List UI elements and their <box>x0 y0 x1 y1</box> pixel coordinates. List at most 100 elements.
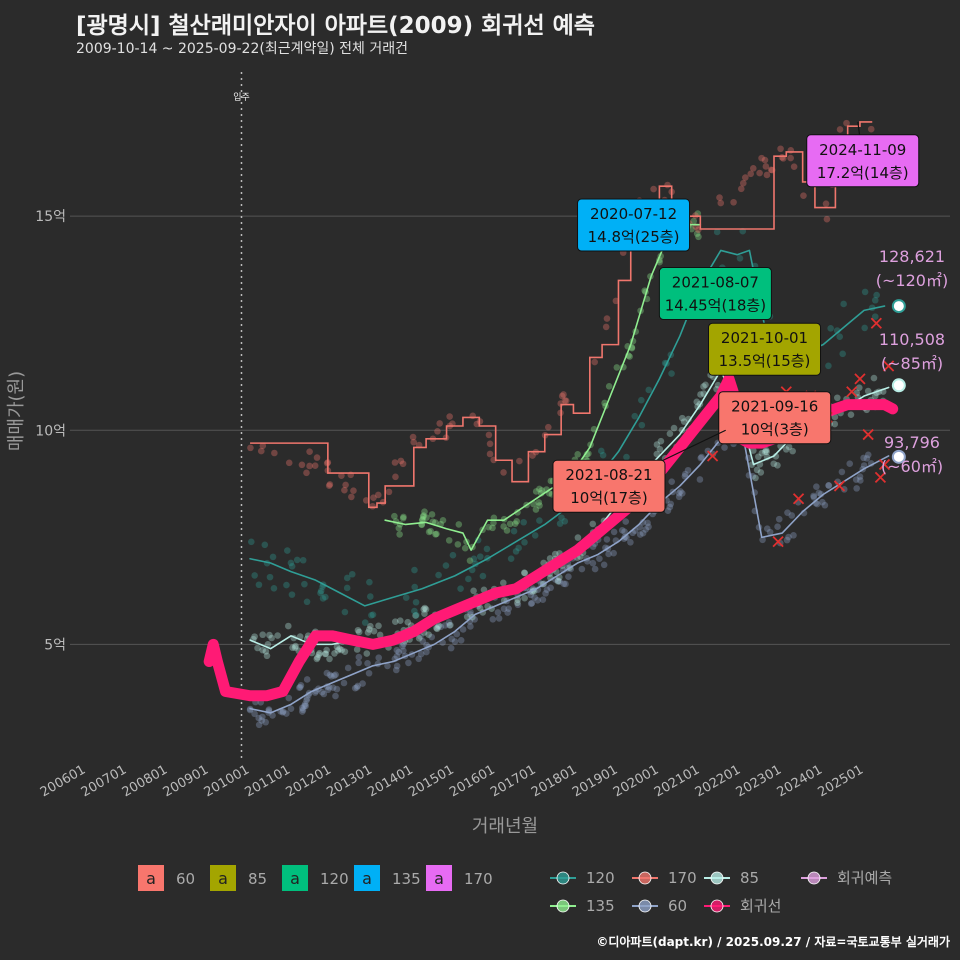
scatter-point <box>395 648 403 656</box>
scatter-point <box>605 383 613 390</box>
forecast-point <box>891 449 906 464</box>
scatter-point <box>761 448 769 455</box>
scatter-point <box>354 626 362 634</box>
scatter-point <box>527 591 535 599</box>
scatter-point <box>421 508 428 515</box>
scatter-point <box>503 527 511 534</box>
scatter-point <box>303 469 310 477</box>
scatter-point <box>834 394 841 402</box>
scatter-point <box>698 453 705 461</box>
scatter-point <box>810 492 817 500</box>
scatter-point <box>536 517 543 524</box>
scatter-point <box>642 526 650 533</box>
scatter-point <box>536 502 543 509</box>
annotation-layer: 2024-11-09 17.2억(14층) 2020-07-12 14.8억(25층)… <box>552 121 920 513</box>
annotation-price: 14.45억(18층) <box>665 297 766 315</box>
scatter-point <box>511 520 519 527</box>
legend-box-label: 135 <box>392 870 421 888</box>
scatter-point <box>336 645 343 653</box>
scatter-point <box>693 398 701 406</box>
scatter-point <box>447 621 454 629</box>
scatter-point <box>500 579 507 587</box>
scatter-point <box>399 514 407 522</box>
scatter-point <box>259 442 267 450</box>
scatter-point <box>299 708 306 715</box>
scatter-point <box>853 485 860 492</box>
scatter-point <box>871 392 879 400</box>
scatter-point <box>774 523 781 531</box>
scatter-point <box>433 624 440 632</box>
scatter-point <box>316 649 323 657</box>
scatter-point <box>555 577 562 585</box>
legend-line-dot <box>556 899 570 913</box>
scatter-point <box>365 669 373 677</box>
scatter-point <box>515 544 522 552</box>
scatter-point <box>785 533 792 541</box>
scatter-point <box>855 384 863 391</box>
scatter-point <box>254 644 261 652</box>
scatter-point <box>348 493 355 501</box>
scatter-point <box>459 626 467 633</box>
scatter-point <box>485 523 492 531</box>
scatter-point <box>446 413 453 420</box>
scatter-point <box>825 362 832 370</box>
scatter-point <box>770 460 778 468</box>
scatter-point <box>255 581 263 589</box>
scatter-point <box>514 599 521 607</box>
scatter-point <box>311 462 319 469</box>
scatter-point <box>677 488 684 495</box>
scatter-point <box>434 427 441 435</box>
scatter-point <box>375 622 382 630</box>
scatter-point <box>284 547 291 554</box>
scatter-point <box>413 611 420 619</box>
scatter-point <box>322 650 330 657</box>
x-mark <box>792 493 805 505</box>
scatter-point <box>369 611 377 618</box>
scatter-point <box>561 518 569 525</box>
scatter-point <box>753 466 761 474</box>
scatter-point <box>315 651 323 658</box>
scatter-point <box>385 488 393 496</box>
scatter-point <box>567 565 575 573</box>
scatter-point <box>328 673 335 680</box>
scatter-point <box>393 652 401 660</box>
x-tick-label: 200801 <box>120 762 170 800</box>
scatter-point <box>455 521 463 528</box>
forecast-point <box>891 299 906 314</box>
scatter-point <box>583 450 591 458</box>
scatter-point <box>457 637 465 644</box>
scatter-point <box>269 553 277 561</box>
scatter-point <box>410 438 417 446</box>
scatter-point <box>259 713 266 721</box>
scatter-point <box>514 601 522 609</box>
annotation-price: 13.5억(15층) <box>719 352 811 370</box>
scatter-point <box>825 482 832 489</box>
scatter-point <box>348 570 356 578</box>
scatter-point <box>303 598 311 606</box>
scatter-point <box>742 174 749 181</box>
legend-line-label: 120 <box>586 869 615 887</box>
scatter-point <box>785 443 793 451</box>
scatter-point <box>422 605 430 613</box>
scatter-point <box>513 517 521 525</box>
series-line-60 <box>249 425 890 714</box>
scatter-point <box>838 468 846 476</box>
x-mark <box>854 373 866 385</box>
scatter-point <box>261 541 269 549</box>
scatter-point <box>341 608 349 616</box>
scatter-point <box>369 502 376 510</box>
scatter-point <box>334 647 342 654</box>
scatter-point <box>856 473 864 480</box>
scatter-point <box>461 544 469 552</box>
scatter-point <box>752 474 759 482</box>
scatter-point <box>538 580 545 588</box>
scatter-point <box>650 185 657 193</box>
scatter-point <box>323 646 330 654</box>
scatter-point <box>342 481 349 489</box>
scatter-point <box>790 163 798 171</box>
scatter-point <box>262 648 270 655</box>
scatter-point <box>301 580 308 588</box>
scatter-point <box>364 660 371 667</box>
scatter-point <box>331 650 338 657</box>
scatter-point <box>350 487 357 495</box>
